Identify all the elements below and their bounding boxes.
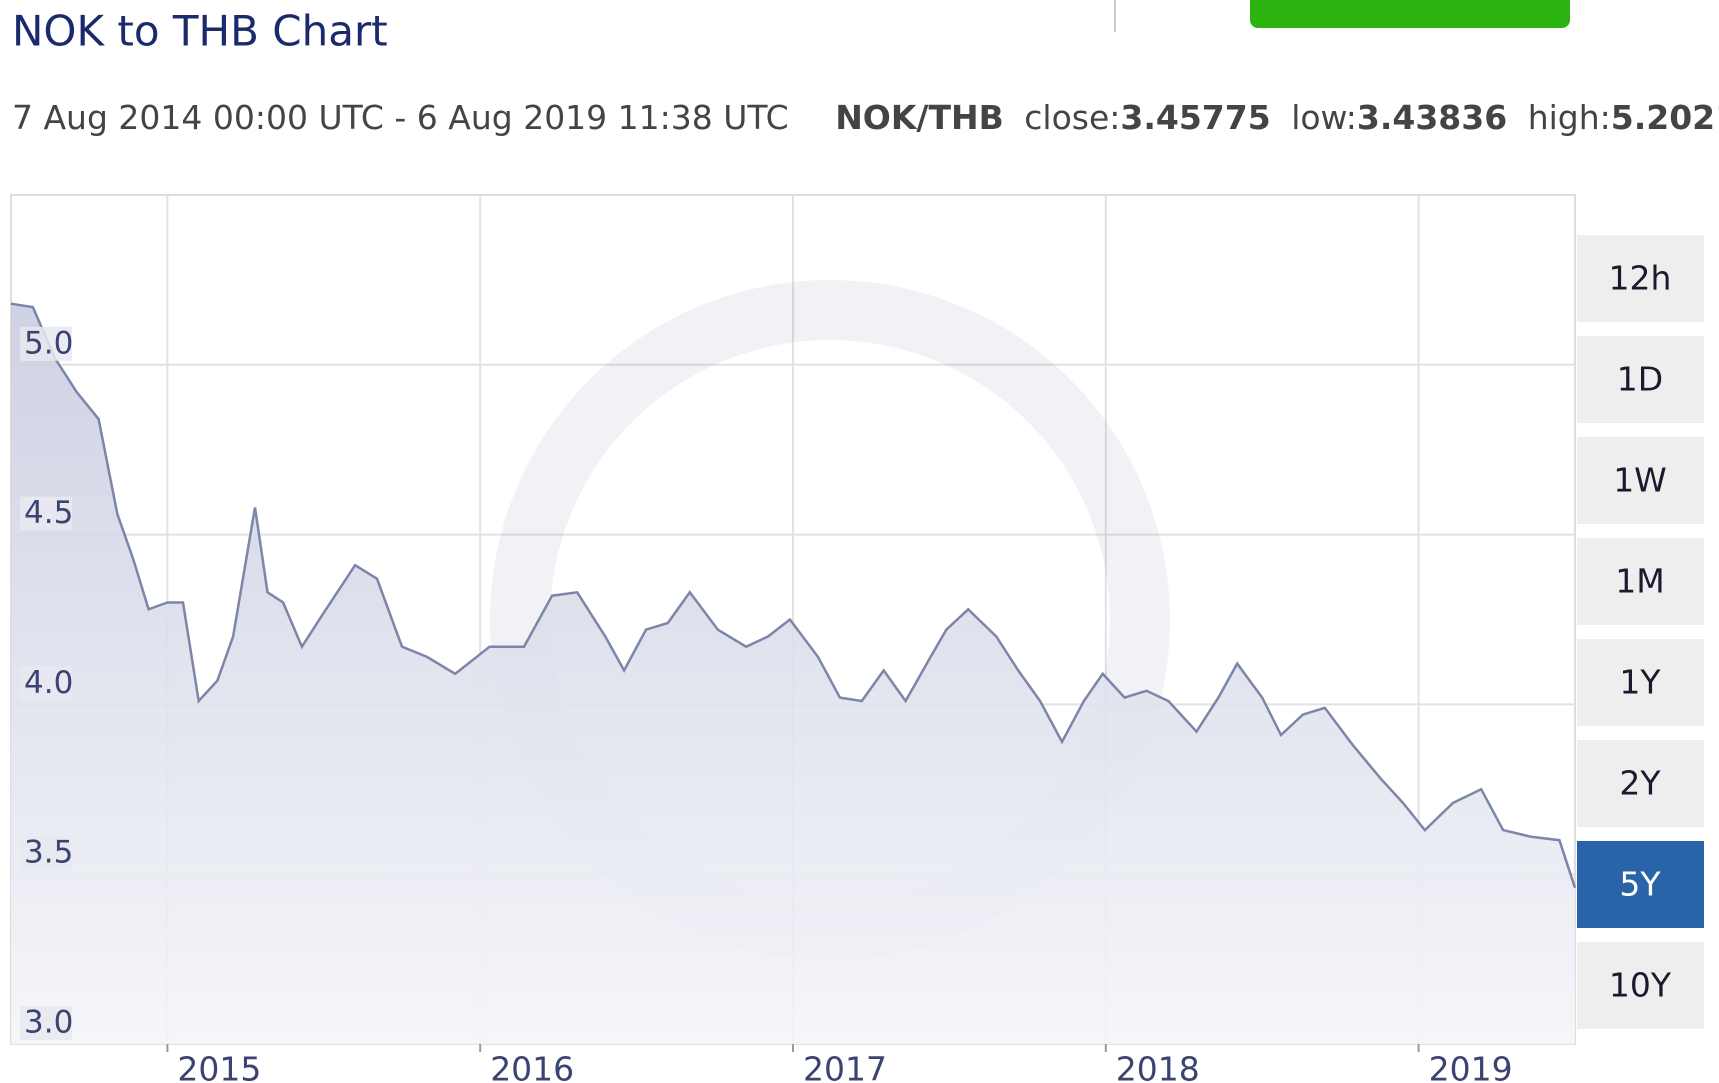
x-tick-label: 2016 [490,1050,574,1083]
range-button-label[interactable]: 10Y [1609,966,1672,1005]
stat-label: close: [1024,98,1120,137]
stat-label: low: [1291,98,1357,137]
y-label-bg [20,666,72,701]
x-tick-label: 2018 [1116,1050,1200,1083]
y-tick-label: 3.5 [24,835,73,871]
series [10,302,1577,1044]
date-range: 7 Aug 2014 00:00 UTC - 6 Aug 2019 11:38 … [12,98,789,137]
title: NOK to THB Chart [12,7,388,56]
range-button-label[interactable]: 2Y [1619,764,1661,803]
axis-labels: 3.0 3.5 4.0 4.5 5.0 2015 2016 2017 2018 2019 [20,325,1513,1083]
range-button[interactable] [1577,538,1704,625]
y-tick-label: 4.5 [24,495,73,531]
y-tick-label: 3.0 [24,1005,73,1041]
y-label-bg [20,836,72,871]
range-button-label[interactable]: 1M [1615,562,1664,601]
range-button-label[interactable]: 5Y [1619,865,1661,904]
stat-value: 5.20215 [1611,98,1719,137]
action-button[interactable] [1250,0,1570,28]
range-button[interactable] [1577,639,1704,726]
y-tick-label: 5.0 [24,325,73,361]
range-button[interactable] [1577,841,1704,928]
stat-value: 3.43836 [1357,98,1507,137]
range-buttons: 12h 1D 1W 1M 1Y 2Y 5Y 10Y [1577,235,1704,1029]
range-button-label[interactable]: 1Y [1619,663,1661,702]
range-button[interactable] [1577,336,1704,423]
range-button[interactable] [1577,437,1704,524]
range-button-label[interactable]: 1D [1617,360,1663,399]
area [11,303,1575,1044]
range-button[interactable] [1577,942,1704,1029]
y-tick-label: 4.0 [24,665,73,701]
range-button[interactable] [1577,740,1704,827]
range-button-label[interactable]: 12h [1609,259,1672,298]
range-button-label[interactable]: 1W [1613,461,1667,500]
x-tick-label: 2017 [803,1050,887,1083]
stat-value: 3.45775 [1120,98,1270,137]
y-label-bg [20,1006,72,1040]
line [10,302,1577,889]
x-tick-label: 2015 [177,1050,261,1083]
subtitle: 7 Aug 2014 00:00 UTC - 6 Aug 2019 11:38 … [12,98,1719,137]
pair: NOK/THB [835,98,1004,137]
range-button[interactable] [1577,235,1704,322]
y-label-bg [20,326,72,361]
stat-label: high: [1528,98,1611,137]
y-label-bg [20,496,72,531]
x-tick-label: 2019 [1429,1050,1513,1083]
